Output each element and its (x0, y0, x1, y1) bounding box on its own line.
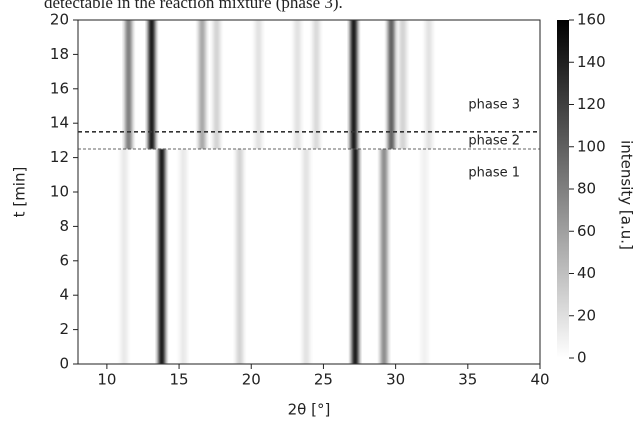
peak-stripe (125, 20, 132, 149)
colorbar-tick-label: 60 (577, 222, 596, 240)
y-tick-label: 16 (50, 79, 69, 97)
x-tick-label: 10 (97, 371, 116, 389)
x-tick-label: 30 (386, 371, 405, 389)
peak-stripe (350, 20, 358, 149)
peak-stripe (213, 20, 220, 149)
y-tick-label: 8 (59, 217, 69, 235)
peak-stripe (351, 149, 359, 364)
colorbar-tick-label: 0 (577, 349, 587, 367)
y-tick-label: 10 (50, 183, 69, 201)
colorbar-tick-label: 80 (577, 180, 596, 198)
colorbar-tick-label: 120 (577, 95, 606, 113)
peak-stripe (302, 149, 310, 364)
x-tick-label: 40 (530, 371, 549, 389)
y-tick-label: 14 (50, 114, 69, 132)
heatmap (120, 20, 433, 364)
peak-stripe (198, 20, 206, 149)
phase-label: phase 3 (468, 98, 520, 113)
peak-stripe (312, 20, 320, 149)
x-tick-label: 15 (170, 371, 189, 389)
y-tick-label: 4 (59, 286, 69, 304)
peak-stripe (180, 149, 187, 364)
y-tick-label: 18 (50, 45, 69, 63)
colorbar (557, 20, 569, 358)
y-tick-label: 6 (59, 251, 69, 269)
colorbar-tick-label: 40 (577, 264, 596, 282)
x-axis-label: 2θ [°] (288, 401, 331, 419)
peak-stripe (148, 20, 155, 149)
y-axis-label: t [min] (11, 167, 29, 218)
colorbar-label: intensity [a.u.] (618, 140, 636, 250)
y-tick-label: 0 (59, 355, 69, 373)
y-tick-label: 20 (50, 11, 69, 29)
peak-stripe (255, 20, 262, 149)
x-tick-label: 20 (242, 371, 261, 389)
y-tick-label: 2 (59, 320, 69, 338)
peak-stripe (380, 149, 388, 364)
colorbar-tick-label: 20 (577, 306, 596, 324)
y-tick-label: 12 (50, 148, 69, 166)
peak-stripe (388, 20, 395, 149)
peak-stripe (425, 20, 433, 149)
x-tick-label: 25 (314, 371, 333, 389)
x-tick-label: 35 (458, 371, 477, 389)
phase-label: phase 2 (468, 134, 520, 149)
colorbar-tick-label: 140 (577, 53, 606, 71)
peak-stripe (158, 149, 165, 364)
peak-stripe (120, 149, 128, 364)
peak-stripe (399, 20, 407, 149)
peak-stripe (421, 149, 428, 364)
peak-stripe (236, 149, 243, 364)
caption-fragment: detectable in the reaction mixture (phas… (44, 0, 343, 12)
colorbar-tick-label: 100 (577, 137, 606, 155)
peak-stripe (294, 20, 301, 149)
colorbar-tick-label: 160 (577, 11, 606, 29)
phase-label: phase 1 (468, 166, 520, 181)
